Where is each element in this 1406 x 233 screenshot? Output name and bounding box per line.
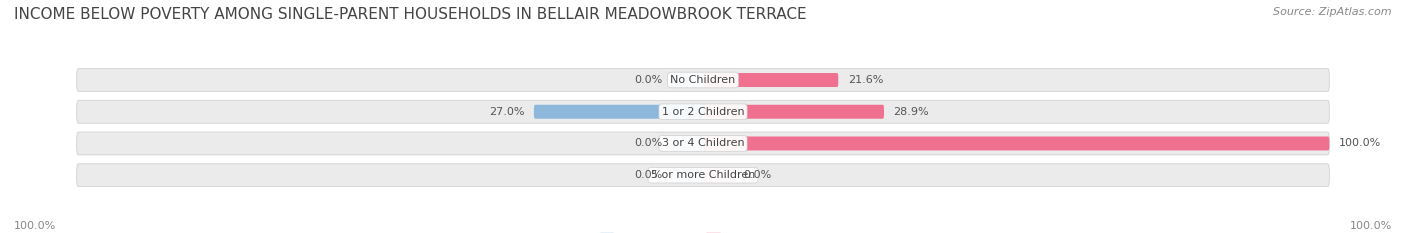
Text: 5 or more Children: 5 or more Children bbox=[651, 170, 755, 180]
Text: 100.0%: 100.0% bbox=[1339, 138, 1381, 148]
Text: 0.0%: 0.0% bbox=[634, 75, 662, 85]
FancyBboxPatch shape bbox=[672, 137, 703, 151]
Text: INCOME BELOW POVERTY AMONG SINGLE-PARENT HOUSEHOLDS IN BELLAIR MEADOWBROOK TERRA: INCOME BELOW POVERTY AMONG SINGLE-PARENT… bbox=[14, 7, 807, 22]
Text: 100.0%: 100.0% bbox=[1350, 221, 1392, 231]
FancyBboxPatch shape bbox=[672, 73, 703, 87]
FancyBboxPatch shape bbox=[77, 100, 1329, 123]
Text: 0.0%: 0.0% bbox=[634, 138, 662, 148]
Text: 100.0%: 100.0% bbox=[14, 221, 56, 231]
Text: Source: ZipAtlas.com: Source: ZipAtlas.com bbox=[1274, 7, 1392, 17]
Text: 27.0%: 27.0% bbox=[489, 107, 524, 117]
FancyBboxPatch shape bbox=[534, 105, 703, 119]
Text: 3 or 4 Children: 3 or 4 Children bbox=[662, 138, 744, 148]
Text: No Children: No Children bbox=[671, 75, 735, 85]
Text: 28.9%: 28.9% bbox=[893, 107, 929, 117]
Text: 0.0%: 0.0% bbox=[634, 170, 662, 180]
FancyBboxPatch shape bbox=[672, 168, 703, 182]
FancyBboxPatch shape bbox=[77, 164, 1329, 187]
Legend: Single Father, Single Mother: Single Father, Single Mother bbox=[596, 229, 810, 233]
FancyBboxPatch shape bbox=[703, 73, 838, 87]
FancyBboxPatch shape bbox=[77, 69, 1329, 91]
FancyBboxPatch shape bbox=[703, 168, 734, 182]
Text: 21.6%: 21.6% bbox=[848, 75, 883, 85]
FancyBboxPatch shape bbox=[77, 132, 1329, 155]
FancyBboxPatch shape bbox=[703, 137, 1329, 151]
Text: 0.0%: 0.0% bbox=[744, 170, 772, 180]
Text: 1 or 2 Children: 1 or 2 Children bbox=[662, 107, 744, 117]
FancyBboxPatch shape bbox=[703, 105, 884, 119]
